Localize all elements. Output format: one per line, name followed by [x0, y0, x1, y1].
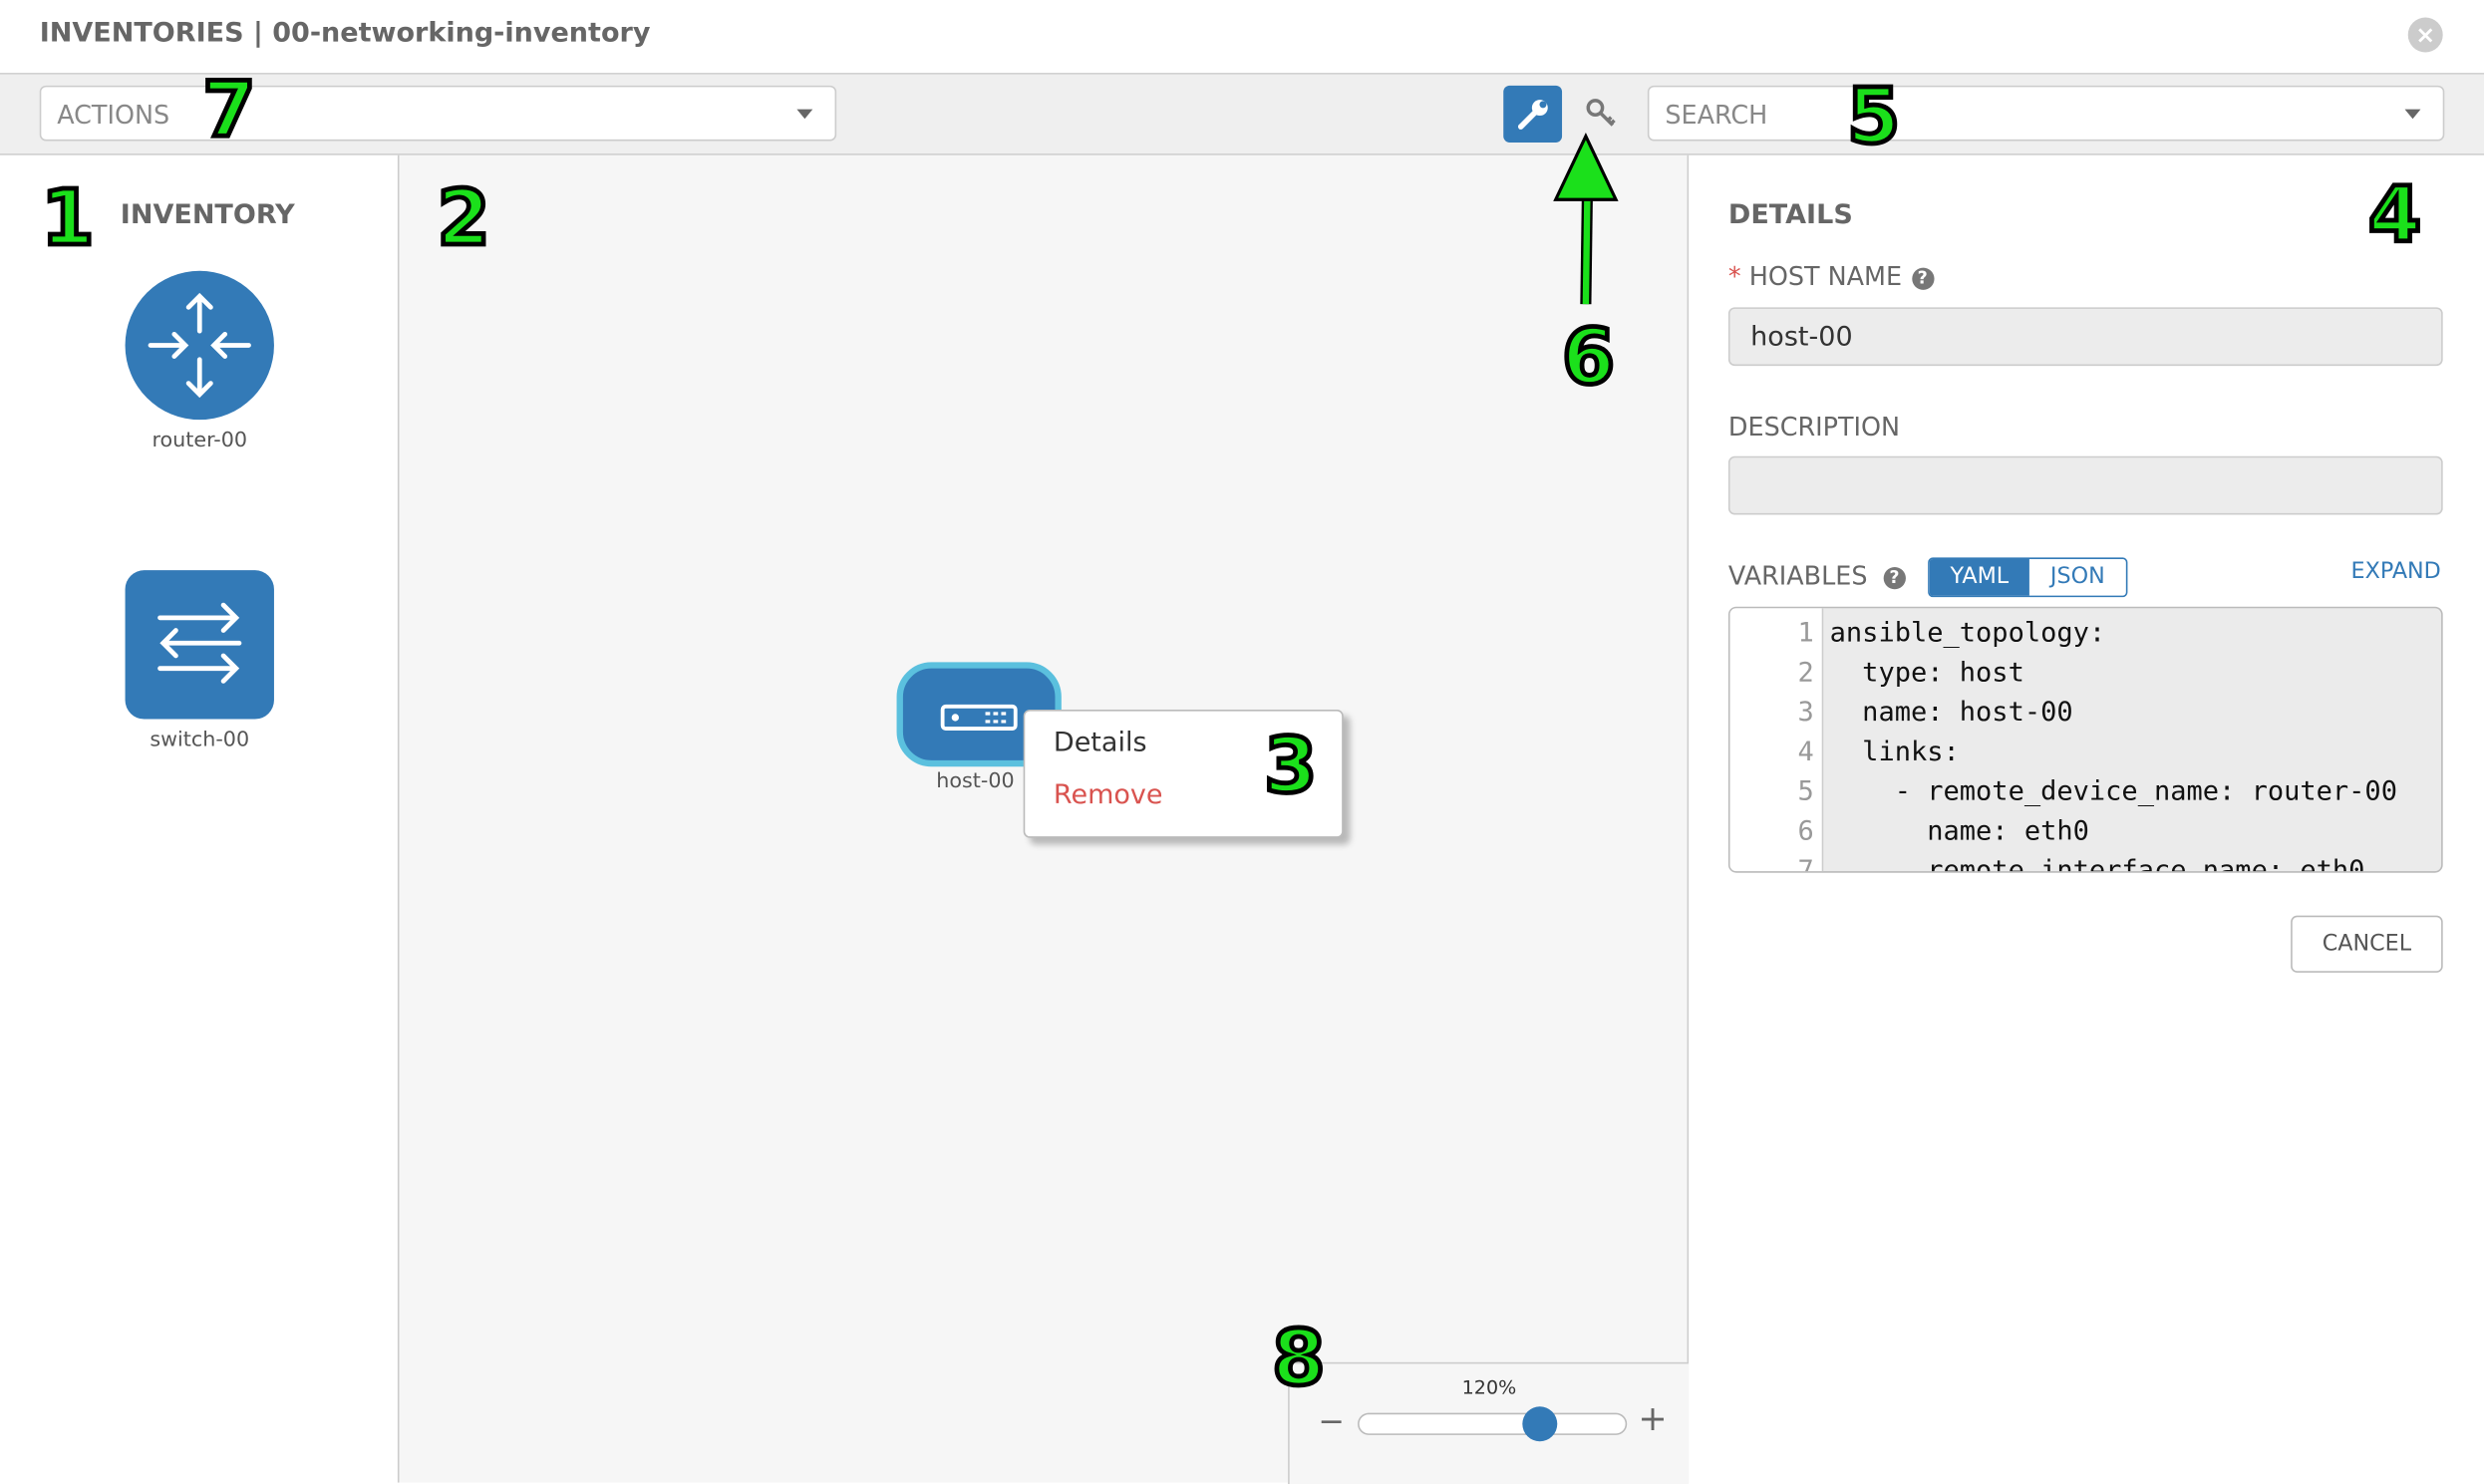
annotation-7: 7	[200, 66, 258, 155]
annotation-6: 6	[1560, 313, 1618, 403]
line-number: 1	[1797, 617, 1814, 650]
router-icon	[148, 292, 251, 399]
switch-item[interactable]	[125, 570, 274, 720]
switch-icon	[157, 602, 242, 684]
line-text: name: eth0	[1829, 815, 2089, 848]
line-text: ansible_topology:	[1829, 617, 2106, 650]
menu-item-details[interactable]: Details	[1053, 727, 1147, 759]
close-icon[interactable]: ×	[2407, 17, 2443, 53]
zoom-slider[interactable]	[1358, 1412, 1628, 1435]
variables-editor[interactable]: 1 ansible_topology: 2 type: host 3 name: ho…	[1727, 606, 2443, 873]
variables-label: VARIABLES?	[1728, 561, 1906, 591]
inventory-panel: INVENTORY router-00 switch-00	[0, 154, 400, 1483]
actions-label: ACTIONS	[57, 100, 170, 131]
arrow-annotation-icon	[1553, 132, 1619, 305]
annotation-2: 2	[435, 173, 492, 263]
line-text: - remote_device_name: router-00	[1829, 775, 2397, 808]
zoom-level: 120%	[1461, 1376, 1517, 1399]
search-label: SEARCH	[1665, 100, 1768, 131]
annotation-5: 5	[1845, 73, 1903, 162]
line-number: 3	[1797, 697, 1814, 730]
details-title: DETAILS	[1727, 199, 1853, 232]
expand-link[interactable]: EXPAND	[2350, 559, 2441, 585]
key-button[interactable]	[1575, 86, 1629, 143]
line-number: 6	[1797, 815, 1814, 848]
line-text: type: host	[1829, 657, 2024, 690]
line-number: 4	[1797, 737, 1814, 768]
line-text: remote_interface_name: eth0	[1829, 855, 2365, 873]
line-text: name: host-00	[1829, 697, 2073, 730]
json-toggle[interactable]: JSON	[2049, 563, 2105, 590]
page-title: INVENTORIES | 00-networking-inventory	[39, 17, 651, 50]
wrench-button[interactable]	[1503, 85, 1563, 144]
help-icon[interactable]: ?	[1911, 267, 1934, 290]
line-text: links:	[1829, 737, 1960, 768]
server-icon	[940, 704, 1018, 731]
yaml-toggle[interactable]: YAML	[1929, 559, 2029, 596]
zoom-in-button[interactable]: +	[1638, 1399, 1668, 1440]
context-menu: Details Remove	[1023, 710, 1344, 838]
line-number: 5	[1797, 775, 1814, 808]
router-label: router-00	[152, 429, 248, 453]
zoom-slider-handle[interactable]	[1521, 1406, 1557, 1442]
variables-text: VARIABLES	[1727, 560, 1868, 591]
wrench-icon	[1517, 100, 1548, 130]
format-toggle: YAML JSON	[1928, 557, 2128, 598]
switch-label: switch-00	[150, 729, 250, 752]
chevron-down-icon	[796, 109, 813, 120]
menu-item-remove[interactable]: Remove	[1053, 778, 1163, 811]
actions-dropdown[interactable]: ACTIONS	[39, 85, 837, 142]
required-mark: *	[1727, 261, 1741, 292]
router-item[interactable]	[125, 270, 274, 421]
annotation-3: 3	[1262, 722, 1320, 811]
key-icon	[1586, 99, 1616, 127]
host-name-text: HOST NAME	[1748, 261, 1903, 292]
description-input[interactable]	[1727, 455, 2443, 515]
topology-canvas[interactable]: host-00 Details Remove 120% − +	[399, 154, 1690, 1484]
search-dropdown[interactable]: SEARCH	[1647, 85, 2445, 142]
annotation-1: 1	[39, 173, 97, 263]
description-label: DESCRIPTION	[1727, 412, 1901, 443]
host-name-input[interactable]: host-00	[1727, 307, 2443, 367]
host-node-label: host-00	[936, 769, 1015, 794]
title-bar: INVENTORIES | 00-networking-inventory ×	[0, 0, 2484, 75]
chevron-down-icon	[2404, 109, 2421, 120]
inventory-title: INVENTORY	[120, 199, 295, 232]
help-icon[interactable]: ?	[1883, 566, 1906, 590]
zoom-out-button[interactable]: −	[1318, 1401, 1345, 1440]
annotation-4: 4	[2366, 170, 2424, 260]
annotation-8: 8	[1270, 1315, 1328, 1404]
line-number: 7	[1797, 855, 1814, 873]
cancel-button[interactable]: CANCEL	[2291, 915, 2443, 973]
line-number: 2	[1797, 657, 1814, 690]
line-gutter	[1729, 608, 1824, 872]
zoom-control: 120% − +	[1288, 1361, 1690, 1484]
toolbar: ACTIONS SEARCH	[0, 74, 2484, 155]
host-name-label: * HOST NAME?	[1728, 261, 1934, 291]
